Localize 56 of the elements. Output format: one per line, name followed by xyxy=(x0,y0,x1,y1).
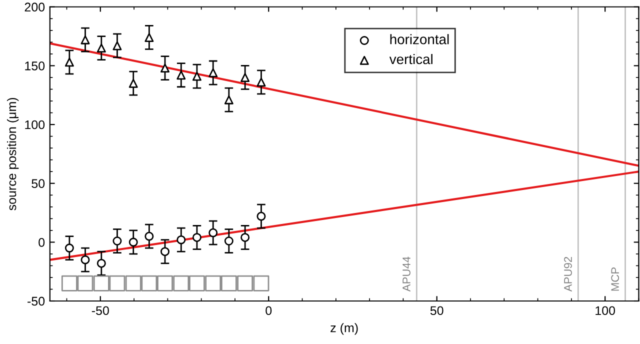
point xyxy=(128,78,138,88)
x-tick-label: 100 xyxy=(596,306,616,316)
ref-line-label: MCP xyxy=(611,267,620,291)
point xyxy=(224,236,234,246)
point xyxy=(188,275,205,292)
legend-label: vertical xyxy=(389,54,432,64)
point xyxy=(109,275,126,292)
point xyxy=(96,258,106,268)
y-axis-title: source position (μm) xyxy=(6,98,19,210)
point xyxy=(80,255,90,264)
x-tick-label: 50 xyxy=(430,306,444,316)
point xyxy=(112,236,122,246)
y-tick-label: 0 xyxy=(38,238,45,247)
point xyxy=(256,212,266,221)
y-tick-label: 200 xyxy=(24,2,45,12)
y-tick-label: 100 xyxy=(25,120,45,130)
point xyxy=(64,244,74,253)
point xyxy=(61,275,78,292)
point xyxy=(96,44,106,53)
point xyxy=(157,275,173,292)
point xyxy=(173,275,190,292)
point xyxy=(112,41,122,50)
point xyxy=(220,275,237,292)
point xyxy=(205,275,222,292)
point xyxy=(144,32,154,42)
point xyxy=(141,275,158,292)
ref-line-label: APU44 xyxy=(402,256,410,292)
point xyxy=(208,228,218,238)
point xyxy=(77,275,94,292)
point xyxy=(237,275,254,292)
y-tick-label: -50 xyxy=(28,296,45,306)
point xyxy=(192,232,202,242)
point xyxy=(192,72,202,81)
legend-label: horizontal xyxy=(390,34,449,44)
point xyxy=(80,35,90,44)
point xyxy=(240,232,250,242)
point xyxy=(125,275,142,292)
ref-line-label: APU92 xyxy=(564,256,572,292)
x-axis-title: z (m) xyxy=(330,323,358,335)
x-tick-label: -50 xyxy=(92,306,109,316)
point xyxy=(224,95,234,104)
point xyxy=(160,64,170,73)
point xyxy=(208,68,218,78)
point xyxy=(253,275,270,292)
point xyxy=(144,232,154,241)
x-tick-label: 0 xyxy=(266,306,272,316)
point xyxy=(176,70,186,80)
point xyxy=(240,72,250,82)
point xyxy=(128,238,138,247)
point xyxy=(64,58,74,67)
point xyxy=(93,275,110,292)
y-tick-label: 150 xyxy=(25,62,45,70)
y-tick-label: 50 xyxy=(32,179,45,188)
point xyxy=(176,235,186,244)
point xyxy=(256,78,266,87)
point xyxy=(160,247,170,256)
